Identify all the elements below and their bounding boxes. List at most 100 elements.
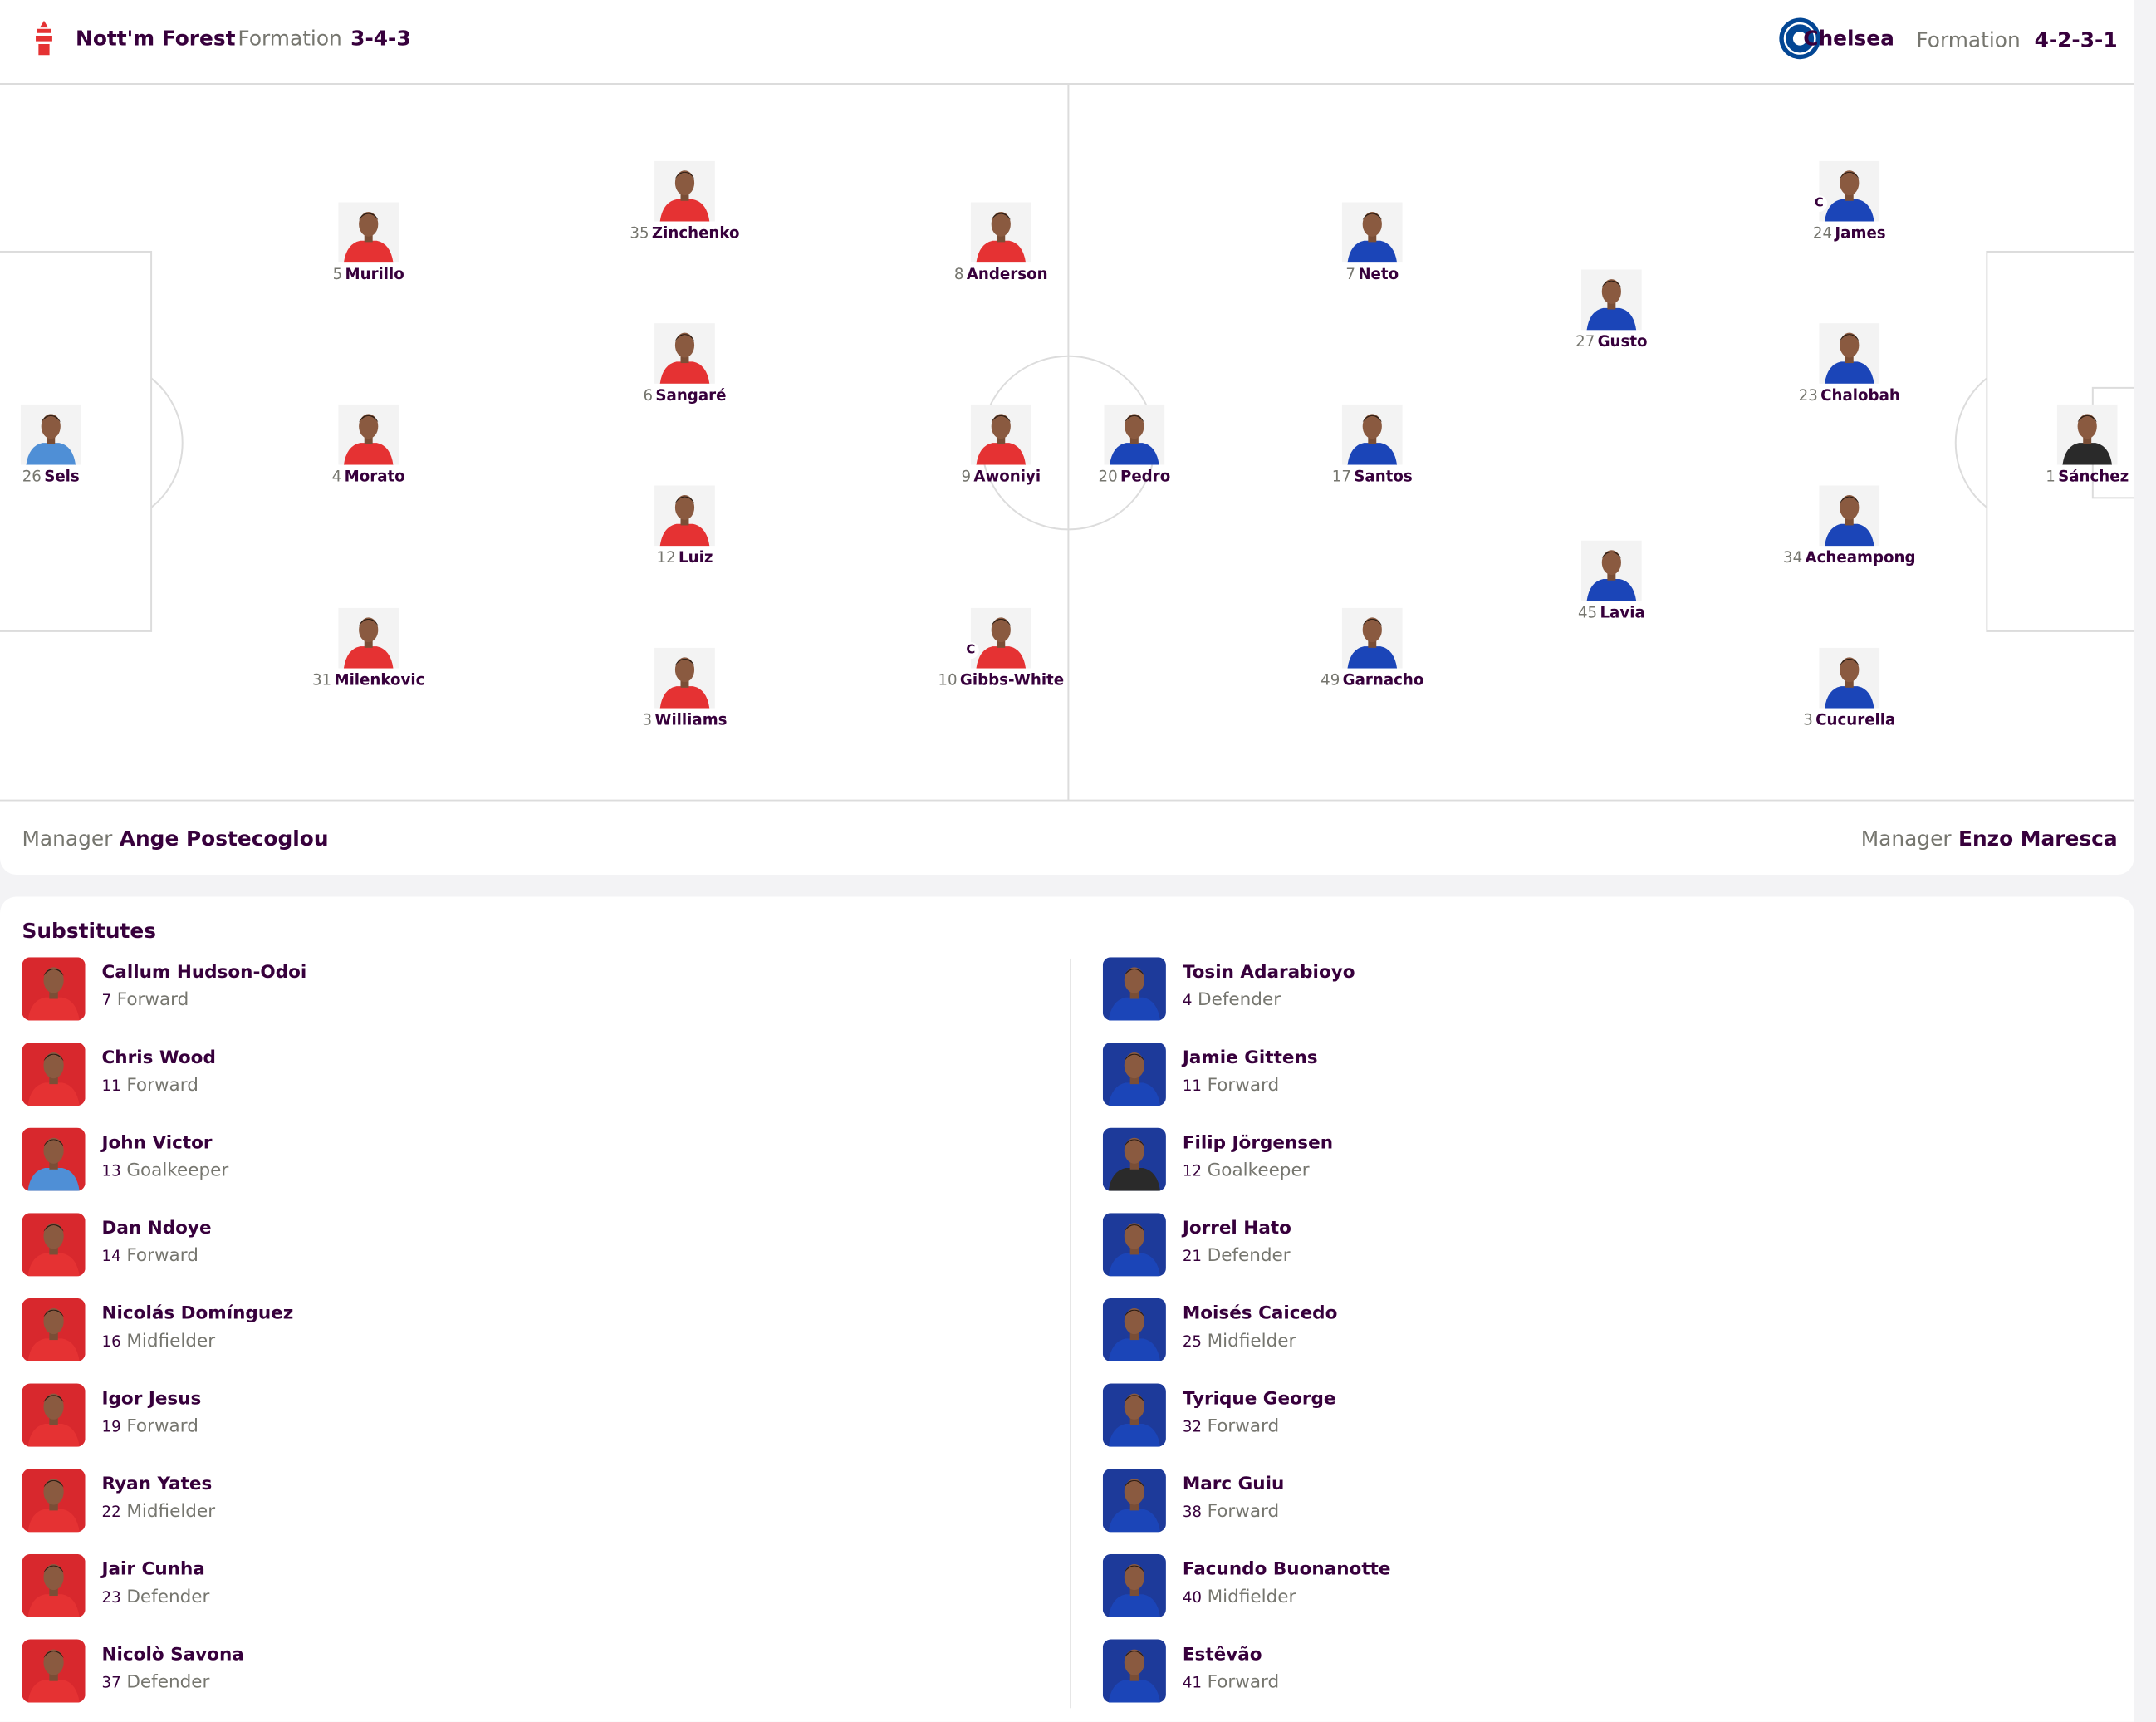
player-photo xyxy=(1580,540,1642,601)
sub-photo xyxy=(1102,1383,1166,1447)
position: Goalkeeper xyxy=(126,1160,229,1182)
player-photo xyxy=(654,160,715,222)
substitute: Tosin Adarabioyo 4 Defender xyxy=(1102,957,1653,1026)
sub-info: 13 Goalkeeper xyxy=(102,1160,229,1181)
position: Forward xyxy=(1207,1075,1280,1096)
player-label: 9 Awoniyi xyxy=(904,468,1097,486)
position: Goalkeeper xyxy=(1207,1160,1310,1182)
sub-name: Callum Hudson-Odoi xyxy=(101,962,307,984)
player-photo xyxy=(22,1639,86,1703)
shirt-number: 35 xyxy=(630,223,649,243)
shirt-number: 20 xyxy=(1098,467,1118,486)
player-photo xyxy=(2056,404,2118,465)
manager-label: Manager xyxy=(1860,827,1952,851)
player-photo-box xyxy=(970,404,1031,465)
substitute: John Victor 13 Goalkeeper xyxy=(22,1127,571,1197)
substitute: Nicolás Domínguez 16 Midfielder xyxy=(22,1298,571,1367)
player-photo xyxy=(970,202,1031,263)
player-photo xyxy=(1341,607,1403,669)
sub-info: 23 Defender xyxy=(102,1587,210,1608)
shirt-number: 25 xyxy=(1182,1332,1202,1351)
shirt-number: 16 xyxy=(101,1332,121,1351)
sub-name: Jamie Gittens xyxy=(1182,1047,1318,1069)
player-name: Lavia xyxy=(1600,603,1645,622)
player-photo xyxy=(1102,957,1166,1021)
position: Forward xyxy=(116,990,189,1011)
player-photo xyxy=(970,404,1031,465)
sub-photo xyxy=(1102,1127,1166,1191)
player-photo-box xyxy=(1341,404,1403,465)
substitute: Ryan Yates 22 Midfielder xyxy=(22,1469,571,1538)
chelsea-crest xyxy=(1779,17,1821,60)
shirt-number: 41 xyxy=(1182,1673,1202,1692)
player-photo xyxy=(1102,1383,1166,1447)
player-label: 10 Gibbs-White xyxy=(904,671,1097,689)
sub-photo xyxy=(1102,1639,1166,1703)
pitch xyxy=(0,17,2134,802)
formation: 4-2-3-1 xyxy=(2034,27,2118,52)
player-photo xyxy=(1580,269,1642,331)
shirt-number: 49 xyxy=(1321,670,1340,689)
player-photo-box xyxy=(1341,607,1403,669)
player-name: Santos xyxy=(1354,467,1413,486)
player-photo-box xyxy=(338,607,399,669)
sub-photo xyxy=(1102,1042,1166,1106)
player-photo-box xyxy=(1819,647,1880,709)
player-label: 7 Neto xyxy=(1276,266,1468,284)
player-label: 49 Garnacho xyxy=(1276,671,1468,689)
sub-info: 19 Forward xyxy=(102,1416,198,1437)
shirt-number: 23 xyxy=(1798,386,1818,405)
sub-info: 38 Forward xyxy=(1183,1502,1279,1523)
substitute: Callum Hudson-Odoi 7 Forward xyxy=(22,957,571,1026)
sub-photo xyxy=(1102,957,1166,1021)
forest-crest xyxy=(36,20,52,56)
sub-name: Ryan Yates xyxy=(101,1474,213,1495)
sub-name: John Victor xyxy=(101,1133,213,1155)
player-photo xyxy=(970,607,1031,669)
shirt-number: 7 xyxy=(101,991,112,1010)
player-photo xyxy=(1819,323,1880,384)
sub-name: Nicolò Savona xyxy=(101,1645,244,1666)
position: Forward xyxy=(1207,1416,1280,1438)
sub-name: Tosin Adarabioyo xyxy=(1182,962,1355,984)
player-photo-box xyxy=(654,647,715,709)
player-photo xyxy=(1102,1298,1166,1362)
shirt-number: 11 xyxy=(101,1077,121,1095)
shirt-number: 7 xyxy=(1345,265,1356,284)
divider xyxy=(1070,958,1071,1709)
player-photo-box xyxy=(1104,404,1165,465)
player-photo xyxy=(1102,1469,1166,1533)
position: Forward xyxy=(126,1245,198,1267)
player-name: Neto xyxy=(1358,265,1399,284)
sub-name: Jair Cunha xyxy=(101,1559,205,1581)
player-photo xyxy=(22,1127,86,1191)
position: Defender xyxy=(126,1672,210,1694)
player-photo xyxy=(1819,647,1880,709)
player-photo xyxy=(1819,485,1880,547)
shirt-number: 4 xyxy=(1182,991,1193,1010)
shirt-number: 24 xyxy=(1812,223,1833,243)
player-photo xyxy=(1102,1213,1166,1277)
player-name: Murillo xyxy=(345,265,404,284)
sub-info: 22 Midfielder xyxy=(102,1502,216,1523)
player-label: 12 Luiz xyxy=(589,549,782,567)
shirt-number: 19 xyxy=(101,1417,121,1436)
player-name: Luiz xyxy=(679,548,713,567)
position: Defender xyxy=(1198,990,1281,1011)
manager: Enzo Maresca xyxy=(1958,827,2118,851)
shirt-number: 34 xyxy=(1783,548,1803,567)
substitute: Dan Ndoye 14 Forward xyxy=(22,1213,571,1282)
player-photo xyxy=(1102,1553,1166,1617)
shirt-number: 3 xyxy=(642,710,653,729)
sub-info: 14 Forward xyxy=(102,1246,198,1267)
player-photo xyxy=(22,1298,86,1362)
shirt-number: 38 xyxy=(1182,1503,1202,1522)
sub-name: Moisés Caicedo xyxy=(1182,1303,1338,1325)
sub-name: Chris Wood xyxy=(101,1047,216,1069)
player-name: Garnacho xyxy=(1342,670,1424,689)
sub-photo xyxy=(22,1469,86,1533)
shirt-number: 12 xyxy=(656,548,676,567)
position: Forward xyxy=(126,1075,198,1096)
position: Defender xyxy=(126,1587,210,1608)
